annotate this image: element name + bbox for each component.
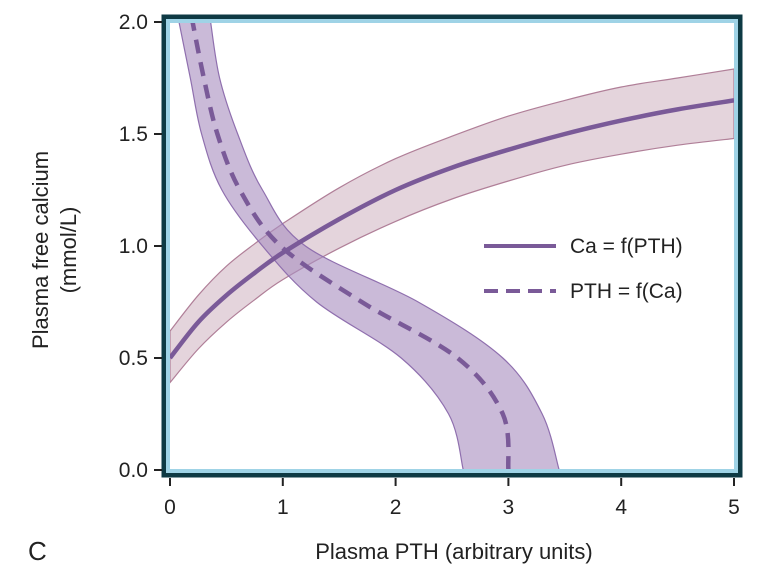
x-tick-label: 1 (277, 496, 289, 519)
y-axis-title-line1: Plasma free calcium (28, 151, 53, 349)
y-tick-label: 0.0 (119, 459, 148, 482)
x-tick-label: 0 (164, 496, 176, 519)
plot-content (170, 22, 734, 470)
x-tick-label: 4 (615, 496, 627, 519)
plot-inner-border (166, 19, 738, 473)
series-line-ca (170, 98, 734, 360)
y-tick-label: 1.5 (119, 123, 148, 146)
panel-label: C (28, 536, 47, 566)
x-tick-label: 5 (728, 496, 740, 519)
x-axis-title: Plasma PTH (arbitrary units) (315, 539, 593, 564)
y-tick-label: 2.0 (119, 11, 148, 34)
x-tick-label: 3 (503, 496, 515, 519)
y-tick-label: 0.5 (119, 347, 148, 370)
series-line-pth (190, 22, 511, 470)
x-tick-label: 2 (390, 496, 402, 519)
plot-frame (161, 14, 743, 478)
legend-label-ca: Ca = f(PTH) (570, 235, 683, 258)
legend-label-pth: PTH = f(Ca) (570, 280, 683, 303)
plot-area (170, 22, 734, 470)
y-tick-label: 1.0 (119, 235, 148, 258)
y-axis-title-line2: (mmol/L) (56, 207, 81, 294)
axes: 0.0 0.5 1.0 1.5 2.0 0 1 2 3 4 5 (119, 11, 743, 519)
y-axis-title: Plasma free calcium (mmol/L) (28, 151, 81, 349)
legend: Ca = f(PTH) PTH = f(Ca) (484, 235, 683, 303)
